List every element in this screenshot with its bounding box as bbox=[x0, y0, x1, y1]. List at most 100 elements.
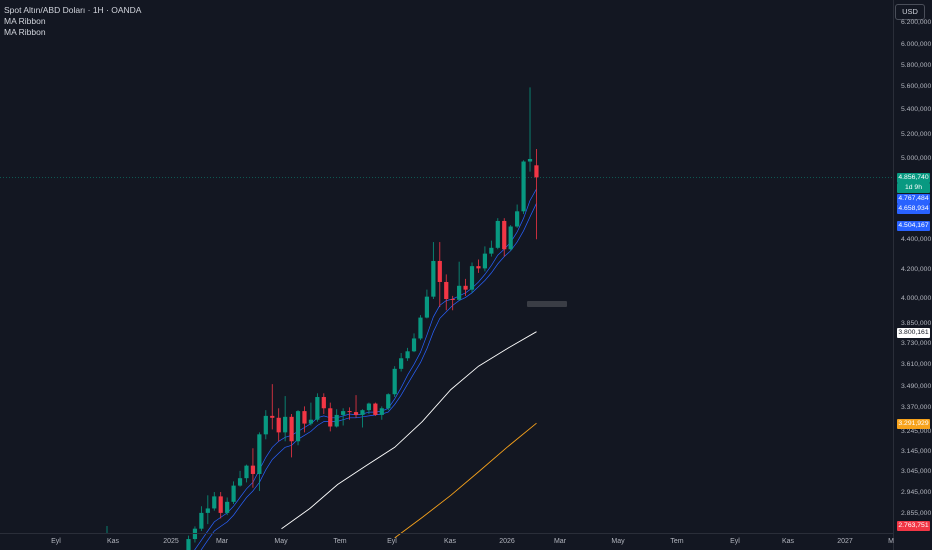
price-tick-label: 6.200,000 bbox=[901, 19, 932, 26]
candle-body bbox=[405, 351, 410, 359]
time-tick-label: Eyl bbox=[51, 538, 61, 545]
price-badge: 2.763,751 bbox=[897, 521, 930, 531]
candle-body bbox=[489, 247, 494, 254]
candle-body bbox=[508, 226, 513, 250]
price-tick-label: 5.800,000 bbox=[901, 62, 932, 69]
price-tick-label: 4.000,000 bbox=[901, 295, 932, 302]
candle-body bbox=[469, 266, 475, 290]
time-tick-label: 2026 bbox=[499, 538, 515, 545]
candle-body bbox=[257, 434, 262, 474]
price-tick-label: 3.145,000 bbox=[901, 448, 932, 455]
candle-body bbox=[244, 465, 249, 479]
candle-body bbox=[347, 411, 352, 413]
time-tick-label: Mar bbox=[215, 538, 229, 545]
candle-body bbox=[334, 414, 339, 427]
time-tick-label: May bbox=[611, 538, 625, 545]
candle-body bbox=[386, 394, 391, 409]
time-tick-label: Mar bbox=[553, 538, 567, 545]
candle-body bbox=[399, 358, 404, 369]
candle-body bbox=[353, 412, 359, 415]
candle-body bbox=[444, 281, 449, 299]
candle-body bbox=[431, 260, 436, 297]
candle-body bbox=[476, 266, 481, 269]
price-tick-label: 3.610,000 bbox=[901, 361, 932, 368]
candle-body bbox=[360, 410, 365, 415]
candle-body bbox=[379, 408, 384, 415]
price-tick-label: 3.370,000 bbox=[901, 404, 932, 411]
time-tick-label: Tem bbox=[670, 538, 684, 545]
candle-body bbox=[270, 415, 275, 418]
candle-body bbox=[321, 397, 326, 409]
time-tick-label: Kas bbox=[443, 538, 457, 545]
price-badge: 1d 9h bbox=[897, 183, 930, 193]
candle-body bbox=[411, 338, 417, 352]
time-tick-label: 2025 bbox=[163, 538, 179, 545]
indicator-ma-ribbon-1[interactable]: MA Ribbon bbox=[4, 16, 46, 26]
candle-body bbox=[218, 496, 223, 513]
price-tick-label: 4.400,000 bbox=[901, 236, 932, 243]
candle-body bbox=[212, 496, 217, 509]
marker-placeholder bbox=[527, 301, 567, 307]
price-tick-label: 4.200,000 bbox=[901, 266, 932, 273]
price-tick-label: 5.600,000 bbox=[901, 83, 932, 90]
price-tick-label: 3.245,000 bbox=[901, 428, 932, 435]
candle-body bbox=[482, 253, 488, 269]
price-tick-label: 3.490,000 bbox=[901, 383, 932, 390]
candle-body bbox=[250, 465, 256, 474]
price-tick-label: 5.400,000 bbox=[901, 106, 932, 113]
candle-body bbox=[495, 220, 500, 248]
price-axis-separator bbox=[893, 0, 894, 550]
candle-body bbox=[457, 285, 462, 300]
price-tick-label: 3.045,000 bbox=[901, 468, 932, 475]
candle-body bbox=[263, 415, 268, 435]
candle-body bbox=[199, 512, 204, 529]
price-tick-label: 5.200,000 bbox=[901, 131, 932, 138]
candle-body bbox=[276, 417, 281, 433]
candle-body bbox=[295, 411, 301, 442]
indicator-ma-ribbon-2[interactable]: MA Ribbon bbox=[4, 27, 46, 37]
price-tick-label: 2.945,000 bbox=[901, 489, 932, 496]
candle-body bbox=[186, 539, 191, 550]
candle-body bbox=[463, 285, 468, 290]
time-tick-label: 2027 bbox=[837, 538, 853, 545]
time-tick-label: Eyl bbox=[730, 538, 740, 545]
candle-body bbox=[450, 299, 455, 300]
candle-body bbox=[515, 211, 520, 227]
candle-body bbox=[392, 368, 397, 395]
price-badge: 4.856,740 bbox=[897, 173, 930, 183]
candle-body bbox=[237, 478, 243, 486]
candle-body bbox=[302, 411, 307, 424]
price-tick-label: 3.730,000 bbox=[901, 340, 932, 347]
time-axis-separator bbox=[0, 533, 893, 534]
time-tick-label: M bbox=[888, 538, 894, 545]
candle-body bbox=[437, 260, 442, 282]
time-tick-label: Kas bbox=[106, 538, 120, 545]
candle-body bbox=[308, 419, 314, 424]
candle-body bbox=[205, 508, 210, 513]
price-badge: 3.800,161 bbox=[897, 328, 930, 338]
candle-body bbox=[534, 165, 539, 178]
candle-body bbox=[373, 403, 378, 415]
price-badge: 4.504,167 bbox=[897, 221, 930, 231]
price-badge: 3.291,929 bbox=[897, 419, 930, 429]
candle-body bbox=[341, 411, 346, 415]
currency-button[interactable]: USD bbox=[895, 4, 925, 20]
price-badge: 4.658,934 bbox=[897, 204, 930, 214]
ma-slow-line bbox=[394, 422, 537, 539]
candle-body bbox=[289, 416, 294, 442]
time-tick-label: Eyl bbox=[387, 538, 397, 545]
candle-body bbox=[521, 161, 526, 212]
candle-body bbox=[283, 416, 288, 433]
candle-body bbox=[328, 408, 333, 427]
price-tick-label: 3.850,000 bbox=[901, 320, 932, 327]
time-tick-label: May bbox=[274, 538, 288, 545]
candle-body bbox=[418, 317, 423, 339]
price-tick-label: 6.000,000 bbox=[901, 41, 932, 48]
symbol-title[interactable]: Spot Altın/ABD Doları · 1H · OANDA bbox=[4, 5, 142, 15]
price-badge: 4.767,484 bbox=[897, 194, 930, 204]
candle-body bbox=[225, 501, 230, 513]
price-tick-label: 5.000,000 bbox=[901, 155, 932, 162]
ma-fast-line-2 bbox=[194, 188, 537, 550]
candle-body bbox=[527, 159, 533, 162]
